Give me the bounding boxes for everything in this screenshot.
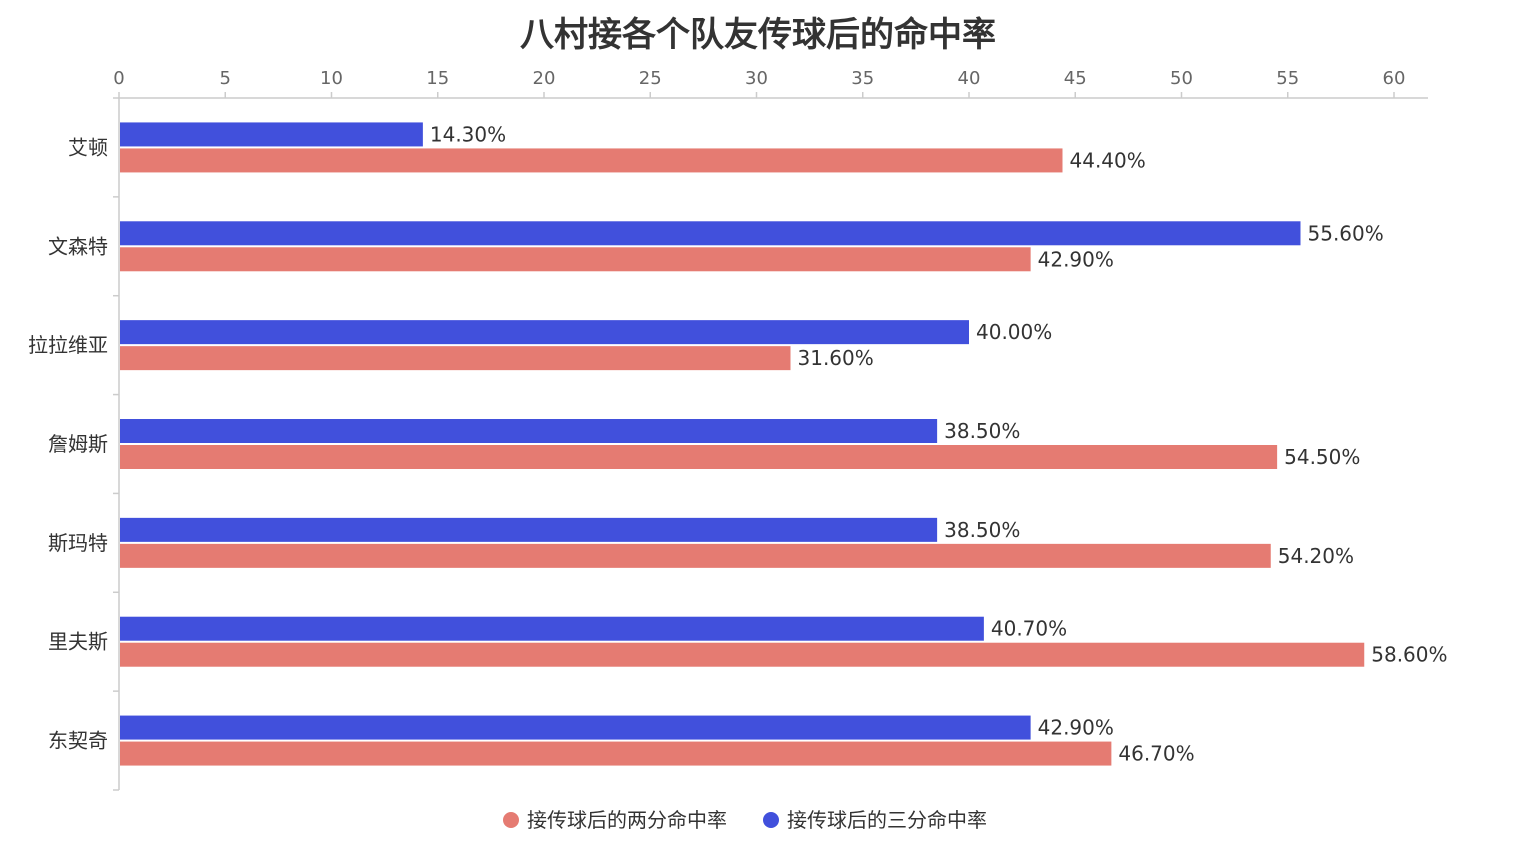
bar-value-label: 54.50% (1284, 445, 1360, 469)
three-point-bar[interactable] (120, 221, 1301, 246)
bar-value-label: 40.00% (976, 320, 1052, 344)
two-point-bar[interactable] (120, 247, 1031, 272)
category-label: 拉拉维亚 (28, 333, 108, 357)
category-label: 里夫斯 (48, 630, 108, 654)
x-tick-label: 25 (639, 68, 662, 89)
bar-value-label: 54.20% (1278, 544, 1354, 568)
two-point-bar[interactable] (120, 741, 1112, 766)
bar-value-label: 44.40% (1070, 148, 1146, 172)
x-tick-label: 50 (1170, 68, 1193, 89)
x-tick-label: 35 (851, 68, 874, 89)
bar-value-label: 55.60% (1308, 221, 1384, 245)
x-tick-label: 5 (220, 68, 231, 89)
bar-value-label: 42.90% (1038, 716, 1114, 740)
three-point-bar[interactable] (120, 320, 969, 345)
x-tick-label: 45 (1064, 68, 1087, 89)
three-point-bar[interactable] (120, 517, 938, 542)
category-label: 斯玛特 (48, 531, 108, 555)
x-tick-label: 15 (426, 68, 449, 89)
bars-group (120, 122, 1365, 766)
two-point-bar[interactable] (120, 642, 1365, 667)
x-tick-label: 20 (533, 68, 556, 89)
x-tick-label: 55 (1276, 68, 1299, 89)
bar-value-label: 58.60% (1371, 643, 1447, 667)
x-tick-label: 30 (745, 68, 768, 89)
x-tick-label: 60 (1383, 68, 1406, 89)
data-labels-group: 14.30% 55.60% 40.00% 38.50% 38.50% 40.70% 42.9… (430, 122, 1448, 765)
bar-value-label: 31.60% (798, 346, 874, 370)
legend-marker[interactable] (763, 812, 779, 828)
bar-value-label: 38.50% (944, 419, 1020, 443)
three-point-bar[interactable] (120, 122, 423, 147)
three-point-bar[interactable] (120, 715, 1031, 740)
legend[interactable]: 接传球后的两分命中率 接传球后的三分命中率 (503, 808, 987, 832)
bar-value-label: 40.70% (991, 617, 1067, 641)
legend-label[interactable]: 接传球后的三分命中率 (787, 808, 987, 832)
x-tick-label: 0 (113, 68, 124, 89)
chart-title: 八村接各个队友传球后的命中率 (520, 15, 996, 55)
legend-marker[interactable] (503, 812, 519, 828)
category-label: 东契奇 (48, 729, 108, 753)
x-tick-label: 10 (320, 68, 343, 89)
category-label: 詹姆斯 (48, 432, 108, 456)
two-point-bar[interactable] (120, 543, 1271, 568)
three-point-bar[interactable] (120, 616, 984, 641)
bar-value-label: 46.70% (1118, 742, 1194, 766)
x-tick-label: 40 (958, 68, 981, 89)
bar-value-label: 38.50% (944, 518, 1020, 542)
three-point-bar[interactable] (120, 419, 938, 443)
category-label: 文森特 (48, 234, 108, 258)
legend-label[interactable]: 接传球后的两分命中率 (527, 808, 727, 832)
two-point-bar[interactable] (120, 346, 791, 371)
bar-value-label: 14.30% (430, 122, 506, 146)
bar-value-label: 42.90% (1038, 247, 1114, 271)
two-point-bar[interactable] (120, 445, 1278, 469)
two-point-bar[interactable] (120, 148, 1063, 173)
category-label: 艾顿 (68, 135, 108, 159)
x-axis-ticks: 0 5 10 15 20 25 30 35 40 45 50 55 60 (113, 68, 1405, 98)
